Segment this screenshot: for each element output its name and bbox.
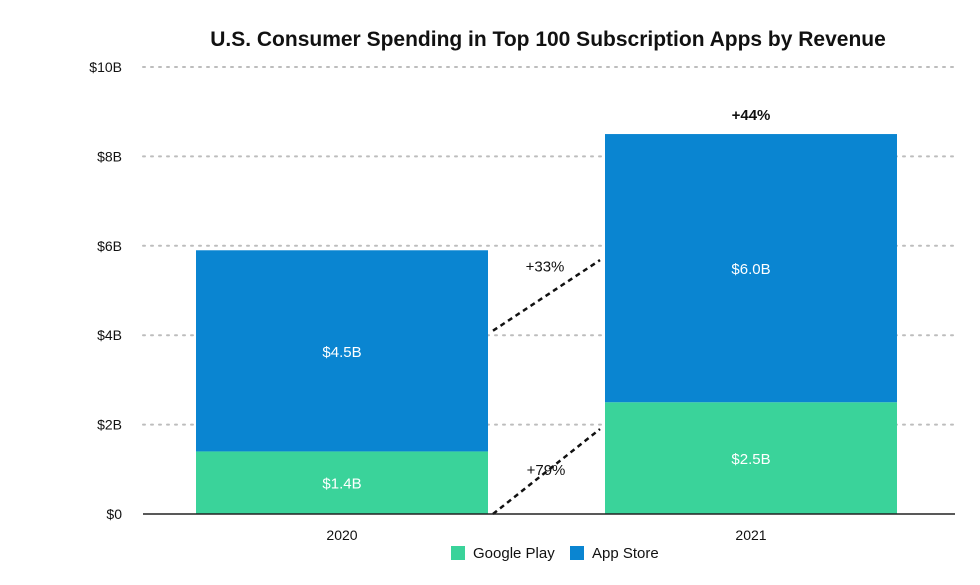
y-tick-label: $4B	[97, 327, 122, 343]
legend: Google Play App Store	[451, 545, 659, 562]
y-tick-label: $2B	[97, 417, 122, 433]
app-store-growth-connector	[492, 259, 601, 332]
annotation-layer: +33% +79% +44%	[492, 107, 771, 515]
data-label: $4.5B	[322, 344, 361, 361]
google-play-growth-label: +79%	[527, 462, 566, 479]
x-tick-label: 2020	[326, 527, 357, 543]
bar-google-play-2020	[196, 451, 488, 514]
app-store-growth-label: +33%	[526, 258, 565, 275]
y-tick-label: $6B	[97, 238, 122, 254]
bar-google-play-2021	[605, 402, 897, 514]
y-tick-label: $0	[106, 506, 122, 522]
bar-app-store-2021	[605, 134, 897, 403]
legend-label-app-store: App Store	[592, 545, 659, 562]
bar-layer: $1.4B $4.5B $2.5B $6.0B	[196, 134, 897, 514]
total-growth-label: +44%	[732, 107, 771, 124]
legend-swatch-app-store	[570, 546, 584, 560]
y-tick-label: $10B	[89, 59, 122, 75]
y-tick-label: $8B	[97, 148, 122, 164]
bar-app-store-2020	[196, 250, 488, 452]
legend-label-google-play: Google Play	[473, 545, 555, 562]
data-label: $2.5B	[731, 451, 770, 468]
axis-layer: $0 $2B $4B $6B $8B $10B 2020 2021	[89, 59, 955, 543]
data-label: $6.0B	[731, 261, 770, 278]
chart-title: U.S. Consumer Spending in Top 100 Subscr…	[210, 28, 886, 51]
data-label: $1.4B	[322, 476, 361, 493]
x-tick-label: 2021	[735, 527, 766, 543]
google-play-growth-connector	[492, 428, 601, 515]
legend-swatch-google-play	[451, 546, 465, 560]
